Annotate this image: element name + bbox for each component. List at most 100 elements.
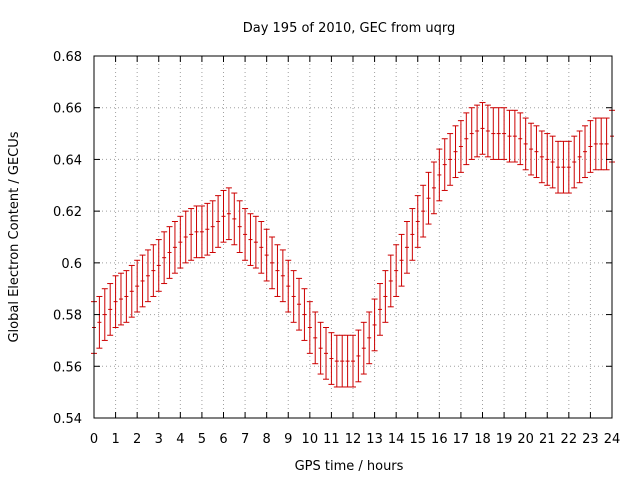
data-point bbox=[150, 244, 157, 297]
data-point bbox=[134, 259, 141, 313]
x-tick-label: 15 bbox=[409, 432, 426, 447]
data-point bbox=[447, 133, 454, 186]
x-tick-labels: 0 1 2 3 4 5 6 7 8 9 10 11 12 13 14 15 16 17 18 19 20 21 22 23 24 bbox=[90, 432, 620, 447]
y-tick-label: 0.68 bbox=[53, 50, 82, 65]
y-tick-label: 0.62 bbox=[53, 205, 82, 220]
data-point bbox=[582, 125, 589, 179]
x-tick-label: 4 bbox=[176, 432, 184, 447]
data-point bbox=[403, 220, 410, 274]
x-tick-label: 20 bbox=[517, 432, 534, 447]
x-tick-label: 0 bbox=[90, 432, 98, 447]
data-point bbox=[479, 102, 486, 155]
data-point bbox=[215, 195, 222, 248]
data-point bbox=[198, 205, 205, 259]
data-point bbox=[204, 202, 211, 256]
data-point bbox=[139, 254, 146, 308]
data-point bbox=[506, 109, 513, 163]
data-point bbox=[576, 130, 583, 184]
x-tick-label: 17 bbox=[453, 432, 470, 447]
data-point bbox=[188, 208, 195, 261]
data-point bbox=[344, 334, 351, 388]
data-point bbox=[350, 334, 356, 388]
y-axis-label: Global Electron Content / GECUs bbox=[7, 131, 22, 342]
data-point bbox=[425, 171, 432, 225]
data-point bbox=[441, 138, 448, 191]
data-point bbox=[528, 122, 535, 176]
x-tick-label: 6 bbox=[219, 432, 227, 447]
x-tick-label: 1 bbox=[111, 432, 119, 447]
data-point bbox=[565, 140, 572, 194]
data-point bbox=[155, 239, 162, 292]
data-point bbox=[231, 192, 238, 246]
data-point bbox=[549, 135, 556, 189]
data-point bbox=[603, 117, 610, 171]
data-point bbox=[522, 117, 529, 171]
data-point bbox=[371, 298, 378, 352]
data-point bbox=[96, 295, 103, 349]
data-point bbox=[328, 332, 335, 385]
data-point bbox=[474, 104, 481, 158]
x-tick-label: 22 bbox=[561, 432, 578, 447]
data-point bbox=[333, 334, 340, 388]
data-point bbox=[171, 220, 178, 274]
data-point bbox=[242, 208, 249, 261]
data-point bbox=[339, 334, 346, 388]
data-point bbox=[225, 187, 232, 241]
data-point bbox=[387, 254, 394, 308]
data-point bbox=[323, 327, 330, 380]
x-tick-label: 12 bbox=[345, 432, 362, 447]
data-point bbox=[598, 117, 605, 171]
data-point bbox=[252, 215, 259, 269]
error-bars bbox=[91, 102, 615, 388]
data-point bbox=[452, 125, 459, 179]
data-point bbox=[101, 288, 108, 341]
x-tick-label: 16 bbox=[431, 432, 448, 447]
data-point bbox=[296, 277, 303, 331]
data-point bbox=[495, 107, 502, 160]
x-tick-label: 3 bbox=[155, 432, 163, 447]
data-point bbox=[544, 133, 551, 186]
x-axis-label: GPS time / hours bbox=[295, 459, 404, 474]
data-point bbox=[144, 249, 151, 303]
data-point bbox=[436, 148, 443, 202]
data-point bbox=[247, 213, 254, 266]
data-point bbox=[220, 189, 227, 243]
x-tick-label: 13 bbox=[366, 432, 383, 447]
x-tick-label: 23 bbox=[582, 432, 599, 447]
data-point bbox=[117, 272, 124, 326]
data-point bbox=[430, 161, 437, 215]
data-point bbox=[376, 283, 383, 336]
x-tick-label: 10 bbox=[302, 432, 319, 447]
data-point bbox=[463, 112, 470, 166]
data-point bbox=[112, 275, 119, 328]
y-tick-label: 0.66 bbox=[53, 102, 82, 117]
x-tick-label: 9 bbox=[284, 432, 292, 447]
data-point bbox=[587, 120, 594, 173]
data-point bbox=[123, 270, 130, 323]
data-point bbox=[209, 200, 216, 254]
y-tick-label: 0.58 bbox=[53, 309, 82, 324]
data-point bbox=[285, 259, 292, 313]
data-point bbox=[538, 130, 545, 184]
data-point bbox=[166, 226, 173, 279]
x-tick-label: 24 bbox=[604, 432, 621, 447]
data-point bbox=[484, 104, 491, 158]
data-point bbox=[269, 236, 276, 290]
data-point bbox=[420, 184, 427, 238]
data-point bbox=[571, 135, 578, 189]
x-tick-label: 18 bbox=[474, 432, 491, 447]
data-point bbox=[490, 107, 497, 160]
data-point bbox=[355, 329, 362, 383]
x-tick-label: 5 bbox=[198, 432, 206, 447]
x-tick-label: 11 bbox=[323, 432, 340, 447]
data-point bbox=[301, 288, 308, 341]
data-point bbox=[236, 200, 243, 254]
x-tick-label: 2 bbox=[133, 432, 141, 447]
chart-title: Day 195 of 2010, GEC from uqrg bbox=[243, 21, 456, 36]
y-tick-labels: 0.54 0.56 0.58 0.6 0.62 0.64 0.66 0.68 bbox=[53, 50, 82, 427]
y-tick-label: 0.54 bbox=[53, 412, 82, 427]
data-point bbox=[560, 140, 567, 194]
data-point bbox=[161, 231, 168, 285]
data-point bbox=[382, 270, 389, 323]
